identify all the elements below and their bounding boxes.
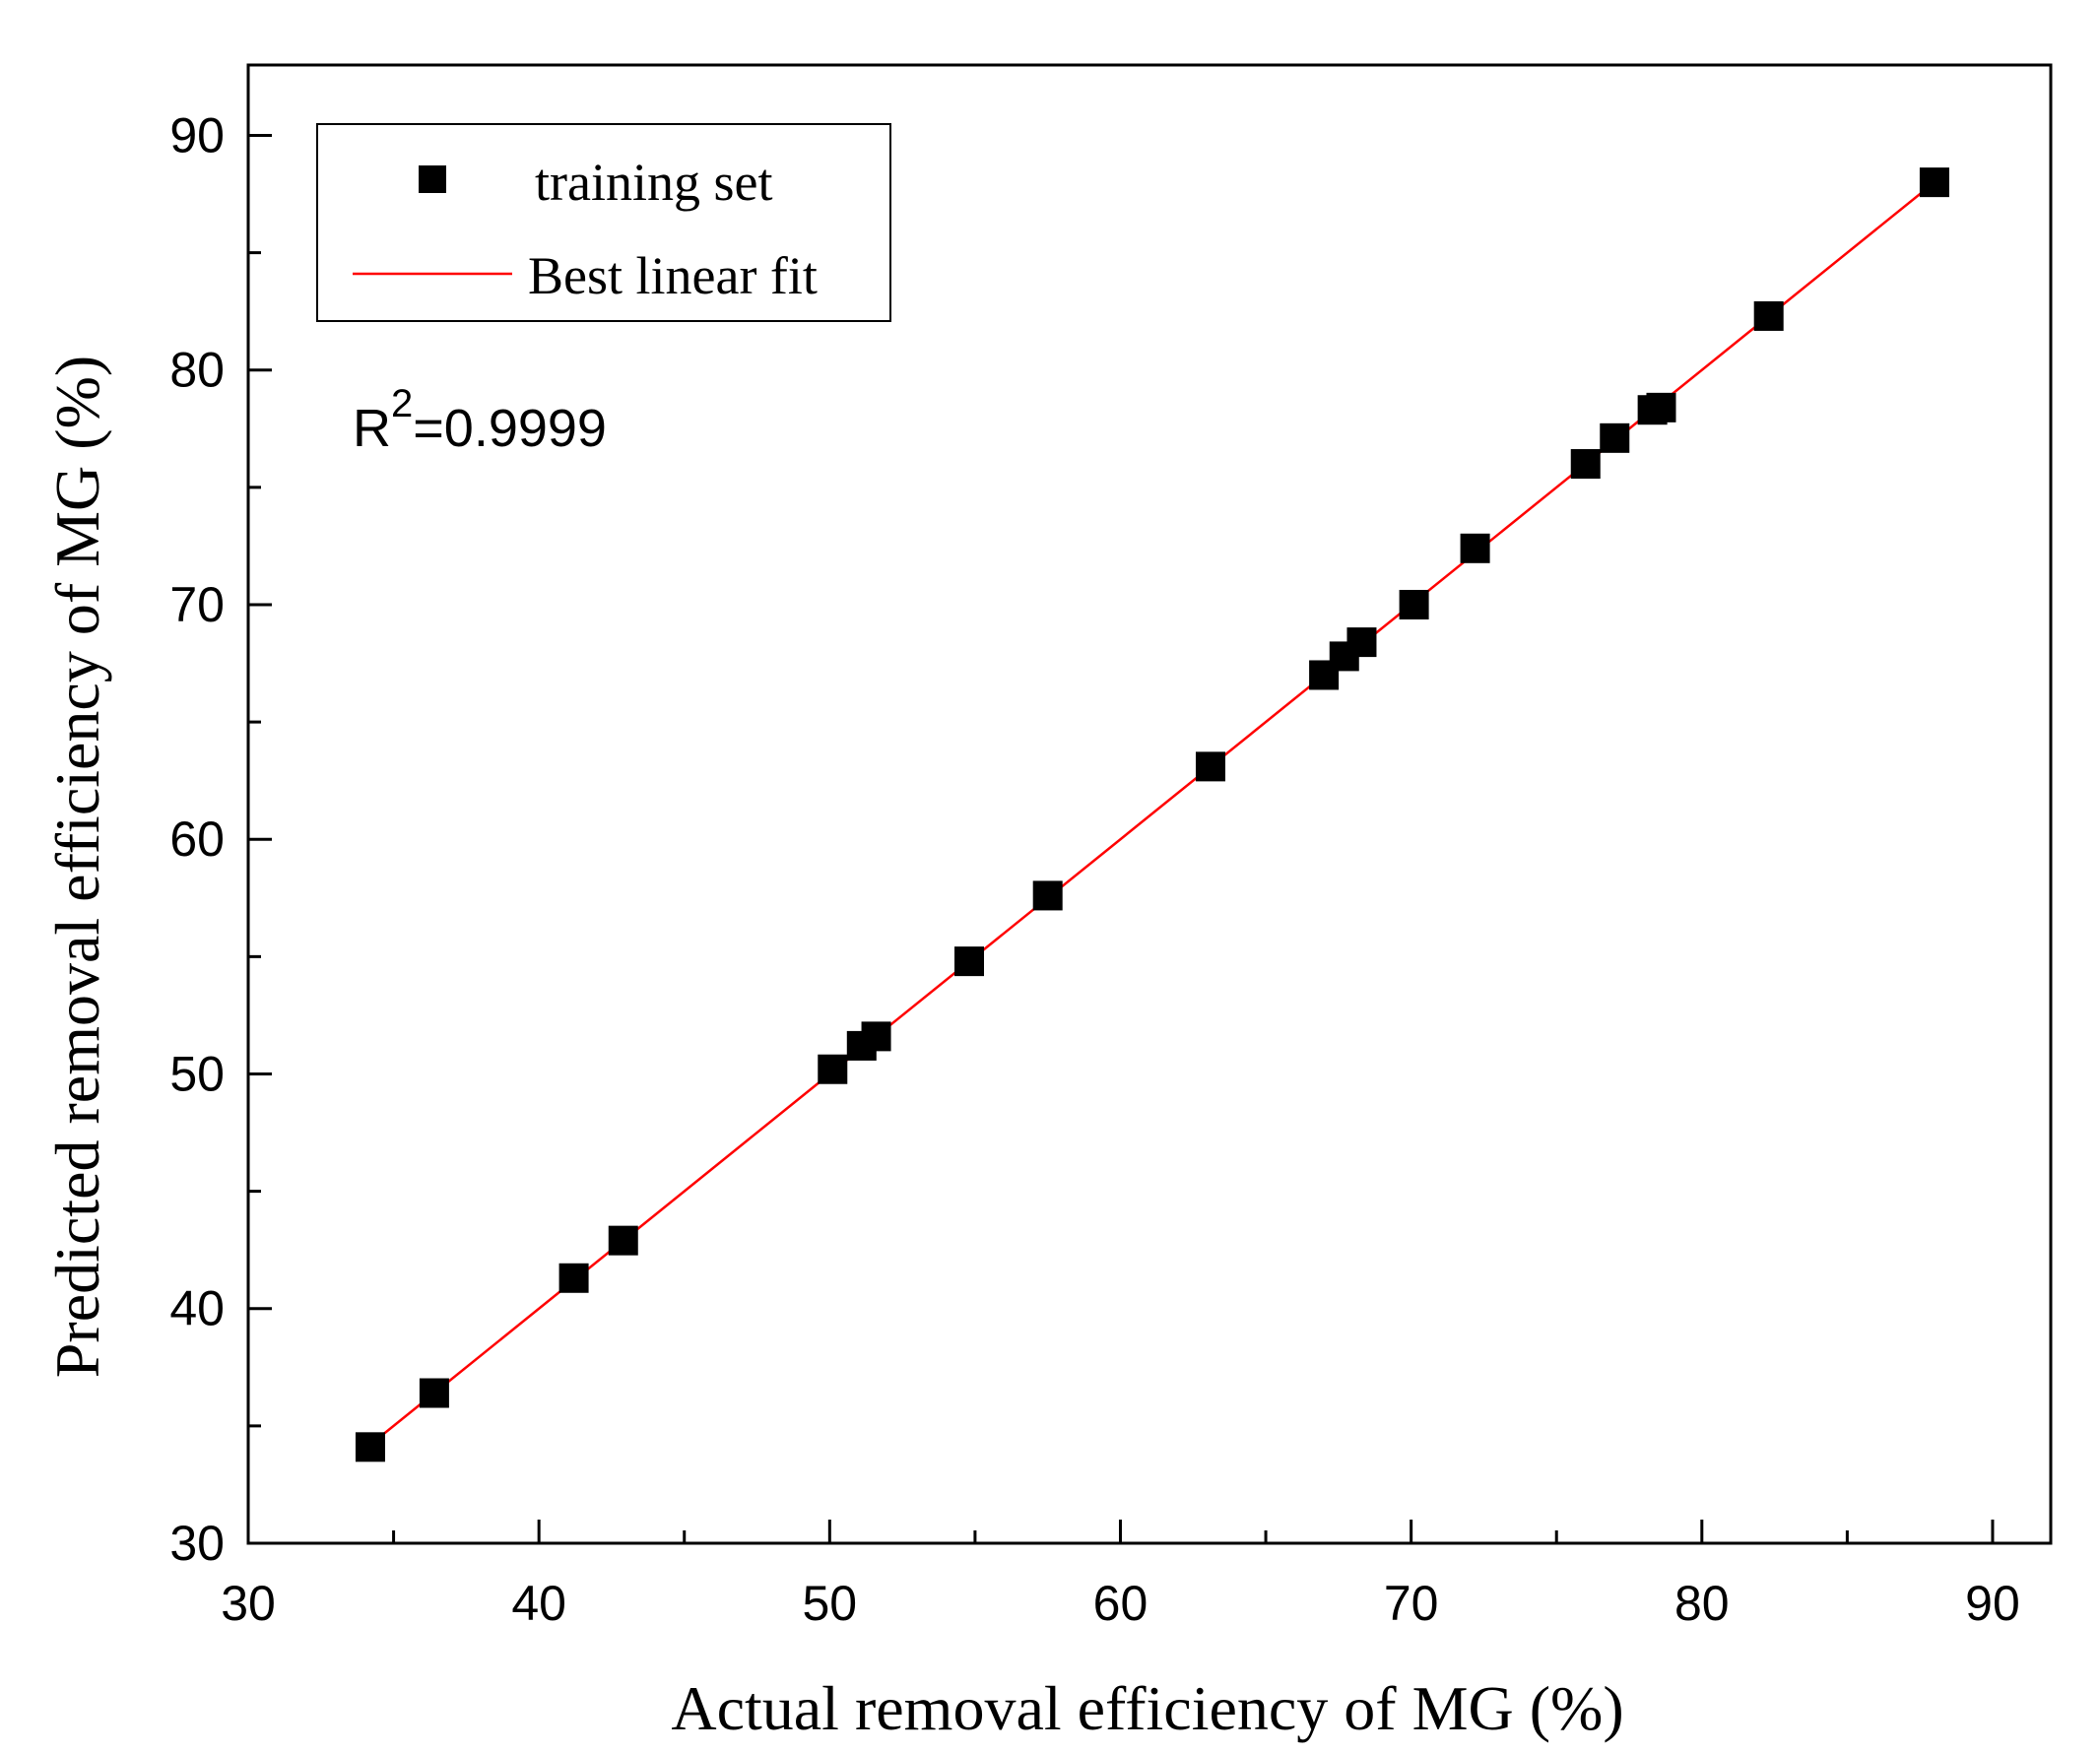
data-point — [558, 1263, 589, 1293]
data-point — [1570, 449, 1601, 480]
data-point — [1399, 589, 1429, 619]
x-tick-label: 30 — [221, 1576, 276, 1631]
legend-box — [316, 123, 891, 322]
data-point — [1195, 751, 1225, 782]
data-point — [1460, 533, 1490, 563]
r-squared-annotation: R2=0.9999 — [353, 382, 607, 458]
y-tick-label: 60 — [169, 812, 225, 867]
data-point — [1346, 627, 1377, 658]
r2-value: =0.9999 — [413, 399, 607, 458]
x-tick-label: 60 — [1093, 1576, 1148, 1631]
y-tick-label: 30 — [169, 1516, 225, 1571]
data-point — [1753, 300, 1784, 331]
y-axis-ticks: 30 40 50 60 70 80 90 — [169, 107, 272, 1571]
r2-exponent: 2 — [391, 382, 413, 425]
data-point — [818, 1054, 848, 1084]
x-tick-label: 90 — [1965, 1576, 2020, 1631]
minor-ticks — [248, 251, 1849, 1543]
legend-label-training-set: training set — [535, 153, 772, 212]
data-point — [608, 1225, 638, 1256]
legend-marker-training-set — [419, 165, 446, 193]
data-point — [861, 1021, 891, 1052]
data-point — [954, 946, 984, 977]
legend-label-best-fit: Best linear fit — [528, 246, 818, 305]
data-point — [355, 1432, 385, 1462]
y-tick-label: 40 — [169, 1281, 225, 1336]
series-layer — [355, 167, 1949, 1462]
x-tick-label: 50 — [803, 1576, 858, 1631]
y-tick-label: 70 — [169, 577, 225, 632]
data-point — [1032, 880, 1063, 911]
x-axis-title: Actual removal efficiency of MG (%) — [671, 1673, 1623, 1743]
plot-area-frame — [246, 63, 2053, 1545]
data-point — [1600, 422, 1630, 453]
y-axis-title: Predicted removal efficiency of MG (%) — [42, 356, 112, 1378]
x-tick-label: 70 — [1384, 1576, 1439, 1631]
legend: training set Best linear fit — [316, 123, 891, 322]
data-point — [419, 1378, 449, 1408]
y-tick-label: 80 — [169, 343, 225, 398]
data-point — [1919, 167, 1949, 198]
r2-prefix: R — [353, 399, 391, 458]
x-tick-label: 40 — [511, 1576, 566, 1631]
x-axis-ticks: 30 40 50 60 70 80 90 — [221, 1520, 2020, 1631]
data-point — [1646, 392, 1676, 422]
x-tick-label: 80 — [1674, 1576, 1730, 1631]
y-tick-label: 90 — [169, 107, 225, 162]
y-tick-label: 50 — [169, 1046, 225, 1101]
